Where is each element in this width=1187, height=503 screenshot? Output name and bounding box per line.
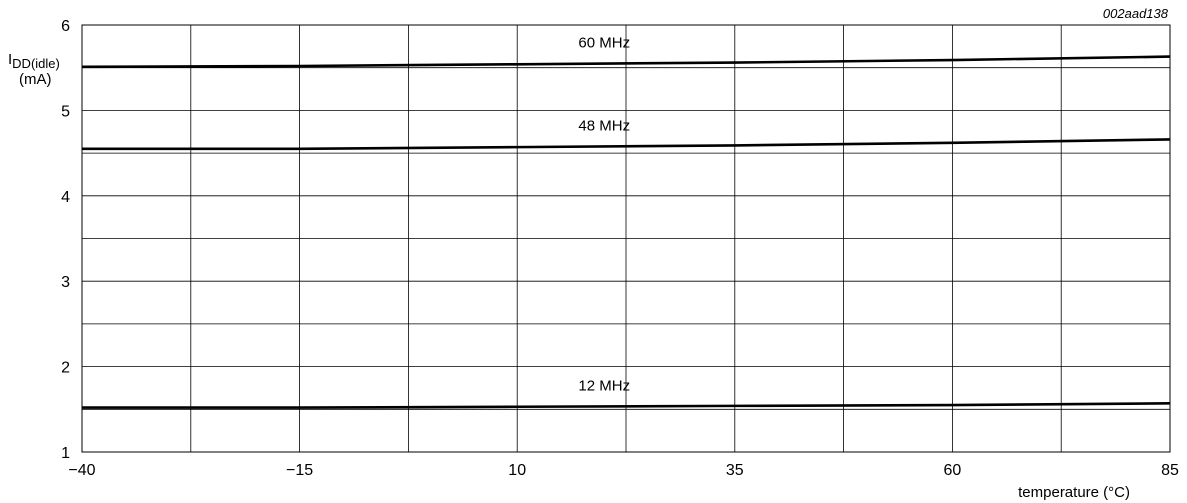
series-line bbox=[81, 55, 1171, 69]
y-tick-label: 4 bbox=[61, 189, 70, 206]
series-lines bbox=[81, 55, 1171, 409]
x-tick-label: 60 bbox=[944, 462, 962, 479]
series-label: 48 MHz bbox=[578, 117, 630, 134]
grid-lines bbox=[82, 25, 1170, 452]
y-tick-label: 6 bbox=[61, 18, 70, 35]
y-tick-label: 5 bbox=[61, 103, 70, 120]
y-axis-label-main: I bbox=[8, 51, 12, 68]
y-axis-unit: (mA) bbox=[19, 71, 52, 88]
series-label: 12 MHz bbox=[578, 377, 630, 394]
x-axis-ticks: −40 −15 10 35 60 85 bbox=[68, 462, 1179, 479]
y-tick-label: 1 bbox=[61, 445, 70, 462]
y-tick-label: 3 bbox=[61, 274, 70, 291]
y-tick-label: 2 bbox=[61, 360, 70, 377]
y-axis-label: IDD(idle) bbox=[8, 51, 60, 71]
series-line bbox=[82, 138, 1171, 151]
figure-id: 002aad138 bbox=[1103, 6, 1169, 21]
x-tick-label: −40 bbox=[68, 462, 95, 479]
series-labels: 60 MHz 48 MHz 12 MHz bbox=[578, 35, 630, 395]
x-tick-label: 10 bbox=[508, 462, 526, 479]
y-axis-ticks: 1 2 3 4 5 6 bbox=[61, 18, 70, 462]
x-tick-label: 85 bbox=[1161, 462, 1179, 479]
plot-frame bbox=[81, 24, 1171, 453]
series-line bbox=[82, 402, 1171, 409]
y-axis-label-sub: DD(idle) bbox=[12, 56, 60, 71]
series-label: 60 MHz bbox=[578, 35, 630, 52]
x-axis-label: temperature (°C) bbox=[1018, 484, 1130, 501]
x-tick-label: 35 bbox=[726, 462, 744, 479]
x-tick-label: −15 bbox=[286, 462, 313, 479]
